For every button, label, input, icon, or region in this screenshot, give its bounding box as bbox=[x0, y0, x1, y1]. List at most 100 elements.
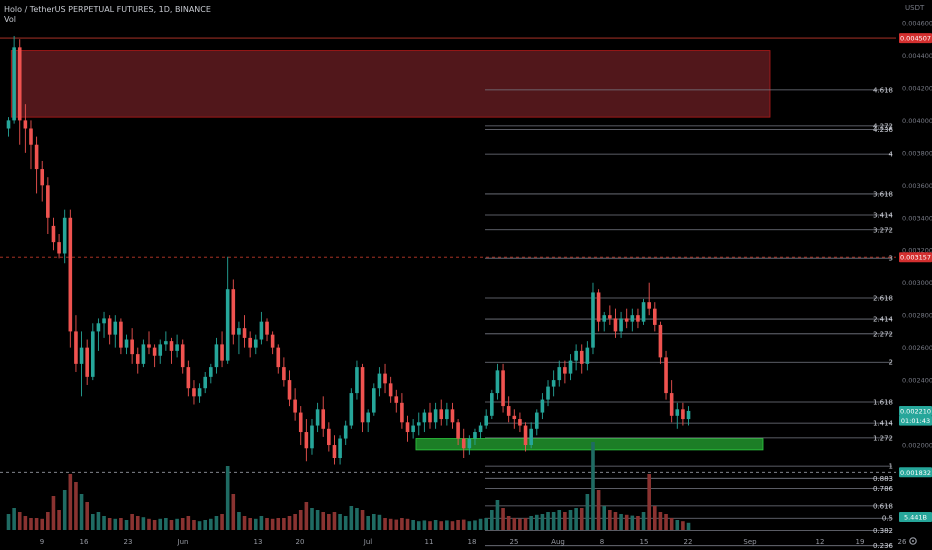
volume-bar bbox=[276, 518, 281, 530]
fib-label-9: 2.414 bbox=[873, 316, 894, 324]
price-badge-label-0: 0.004507 bbox=[900, 35, 931, 43]
fib-label-3: 4 bbox=[889, 151, 894, 159]
candle-body bbox=[203, 376, 207, 389]
candle-body bbox=[658, 324, 663, 358]
fib-label-1: 4.272 bbox=[873, 122, 893, 130]
volume-bar bbox=[57, 510, 61, 530]
volume-bar bbox=[46, 512, 50, 530]
volume-bar bbox=[29, 518, 33, 530]
candles-layer bbox=[6, 35, 691, 465]
volume-bar bbox=[17, 512, 22, 530]
volume-bar bbox=[585, 494, 590, 530]
volume-bar bbox=[91, 514, 95, 530]
time-tick-label: Sep bbox=[743, 538, 757, 546]
candle-body bbox=[293, 399, 297, 413]
candle-body bbox=[579, 350, 584, 364]
volume-bar bbox=[512, 518, 517, 530]
candle-body bbox=[394, 396, 399, 403]
settings-icon[interactable] bbox=[909, 537, 917, 545]
volume-bar bbox=[85, 502, 89, 530]
volume-layer bbox=[6, 442, 691, 530]
volume-bar bbox=[242, 516, 247, 530]
volume-bar bbox=[641, 512, 646, 530]
volume-bar bbox=[68, 474, 73, 530]
volume-bar bbox=[551, 512, 556, 530]
volume-bar bbox=[287, 516, 292, 530]
price-tick-label: 0.004600 bbox=[902, 19, 932, 27]
candle-body bbox=[51, 225, 56, 243]
candle-body bbox=[388, 383, 393, 397]
candle-body bbox=[366, 412, 370, 423]
time-tick-label: 26 bbox=[898, 538, 907, 546]
candle-body bbox=[310, 425, 314, 449]
volume-bar bbox=[591, 442, 595, 530]
time-axis[interactable]: 9 16 23 Jun 13 20 Jul 11 18 25 Aug 8 15 22 Sep 12 19 26 bbox=[40, 538, 907, 546]
volume-bar bbox=[602, 506, 607, 530]
volume-bar bbox=[433, 520, 438, 530]
candle-body bbox=[192, 388, 196, 397]
candle-body bbox=[180, 344, 185, 368]
supply-zone bbox=[10, 50, 771, 118]
volume-bar bbox=[152, 520, 157, 530]
fib-label-14: 1.272 bbox=[873, 434, 893, 442]
time-tick-label: 23 bbox=[124, 538, 133, 546]
volume-bar bbox=[135, 516, 140, 530]
candle-body bbox=[152, 347, 157, 356]
time-tick-label: 11 bbox=[425, 538, 434, 546]
volume-bar bbox=[450, 521, 455, 530]
time-tick-label: 16 bbox=[80, 538, 89, 546]
volume-bar bbox=[411, 520, 415, 530]
volume-bar bbox=[546, 512, 550, 530]
candle-body bbox=[501, 370, 505, 407]
candle-body bbox=[484, 415, 488, 426]
candle-body bbox=[29, 128, 33, 145]
price-tick-label: 0.002000 bbox=[902, 442, 932, 450]
volume-bar bbox=[130, 514, 134, 530]
candle-body bbox=[57, 242, 61, 254]
price-badge-label-4: 0.001832 bbox=[900, 469, 931, 477]
candle-body bbox=[568, 360, 573, 374]
volume-bar bbox=[304, 502, 309, 530]
candle-body bbox=[85, 347, 89, 377]
candle-body bbox=[681, 409, 685, 420]
price-badge-0 bbox=[899, 33, 932, 44]
candle-body bbox=[315, 409, 320, 426]
volume-bar bbox=[6, 514, 11, 530]
volume-bar bbox=[225, 466, 230, 530]
volume-bar bbox=[355, 508, 359, 530]
volume-bar bbox=[540, 514, 545, 530]
candle-body bbox=[405, 422, 410, 433]
fib-label-11: 2 bbox=[889, 359, 893, 367]
candle-body bbox=[602, 315, 607, 322]
price-lines-layer bbox=[0, 37, 896, 473]
candle-body bbox=[231, 289, 236, 335]
volume-bar bbox=[630, 515, 635, 530]
price-tick-label: 0.004000 bbox=[902, 117, 932, 125]
candle-body bbox=[518, 419, 522, 426]
candle-body bbox=[237, 328, 241, 335]
candle-body bbox=[574, 350, 578, 361]
time-tick-label: 20 bbox=[296, 538, 305, 546]
volume-bar bbox=[332, 512, 337, 530]
volume-bar bbox=[669, 518, 674, 530]
candle-body bbox=[428, 412, 432, 423]
time-tick-label: 9 bbox=[40, 538, 44, 546]
price-tick-label: 0.003600 bbox=[902, 182, 932, 190]
volume-legend[interactable]: Vol bbox=[4, 15, 16, 24]
fib-label-15: 1 bbox=[889, 463, 893, 471]
volume-bar bbox=[529, 516, 533, 530]
candle-body bbox=[298, 412, 303, 433]
volume-bar bbox=[372, 514, 376, 530]
candle-body bbox=[490, 393, 494, 416]
price-badge-1 bbox=[899, 252, 932, 263]
price-badges: 0.004507 0.003157 0.002210 01:01:43 0.001832… bbox=[899, 33, 932, 522]
volume-bar bbox=[461, 519, 466, 530]
volume-bar bbox=[113, 518, 118, 530]
fib-label-10: 2.272 bbox=[873, 330, 893, 338]
symbol-title[interactable]: Holo / TetherUS PERPETUAL FUTURES, 1D, B… bbox=[4, 5, 211, 14]
candle-body bbox=[91, 331, 95, 377]
volume-bar bbox=[506, 516, 511, 530]
candle-body bbox=[624, 318, 629, 322]
volume-bar bbox=[40, 518, 45, 530]
